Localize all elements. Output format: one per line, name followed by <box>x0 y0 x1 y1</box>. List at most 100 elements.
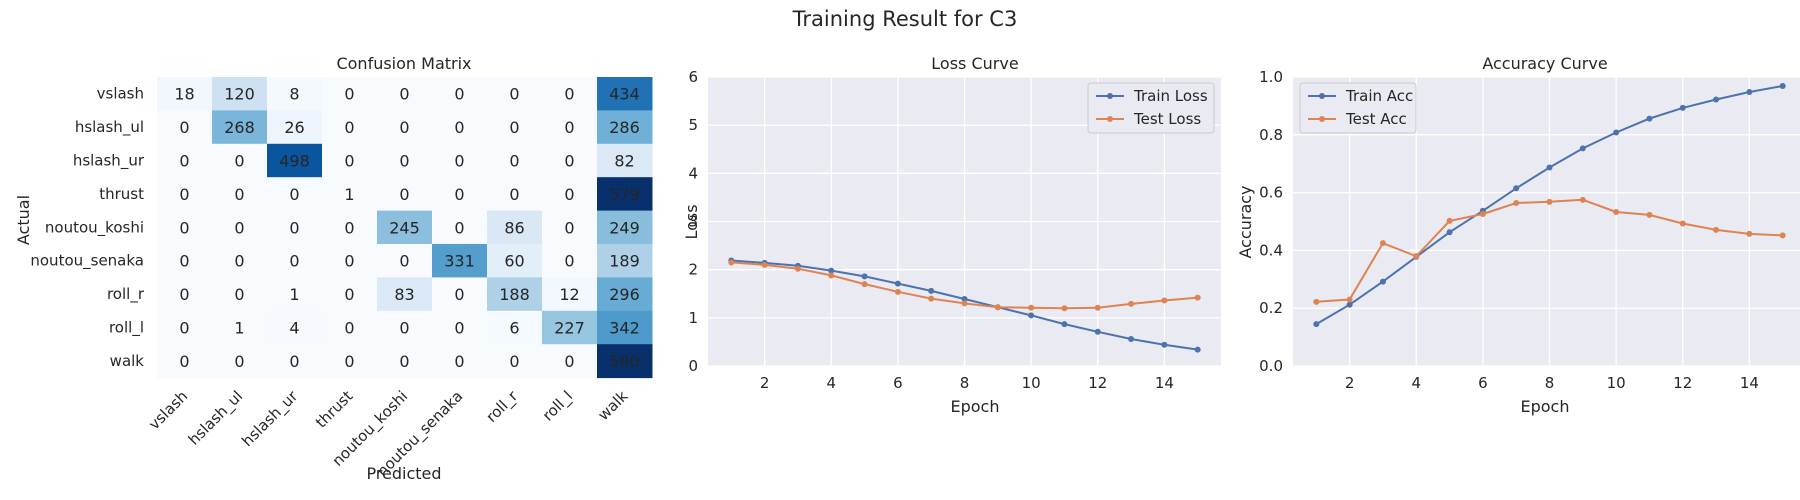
heatmap-cell-value: 0 <box>344 85 354 104</box>
heatmap-cell-value: 0 <box>564 185 574 204</box>
accuracy-legend-test-label: Test Acc <box>1345 110 1407 128</box>
heatmap-cell <box>432 110 488 145</box>
heatmap-cell-value: 579 <box>609 185 640 204</box>
loss-x-tick-label: 12 <box>1088 374 1107 392</box>
heatmap-x-tick-label: hslash_ul <box>185 387 247 449</box>
loss-point-test <box>761 261 768 268</box>
heatmap-x-tick-label: roll_r <box>482 387 522 427</box>
accuracy-y-tick-label: 1.0 <box>1259 68 1283 86</box>
heatmap-cell-value: 0 <box>399 319 409 338</box>
heatmap-cell-value: 188 <box>499 285 530 304</box>
heatmap-cell-value: 0 <box>399 152 409 171</box>
heatmap-cell-value: 331 <box>444 252 475 271</box>
heatmap-cell <box>377 210 433 245</box>
heatmap-cell-value: 0 <box>234 252 244 271</box>
loss-point-train <box>1161 341 1168 348</box>
heatmap-cell <box>212 77 268 111</box>
heatmap-cell-value: 0 <box>289 352 299 371</box>
heatmap-cell-value: 0 <box>509 352 519 371</box>
heatmap-cell <box>377 310 433 345</box>
heatmap-cell <box>432 244 488 278</box>
heatmap-cell-value: 1 <box>234 319 244 338</box>
loss-point-test <box>1061 305 1068 312</box>
accuracy-point-train <box>1713 96 1720 103</box>
heatmap-cell-value: 268 <box>224 118 255 137</box>
accuracy-point-train <box>1513 185 1520 192</box>
heatmap-cell <box>212 244 268 278</box>
heatmap-cell <box>597 210 653 245</box>
accuracy-point-test <box>1713 226 1720 233</box>
heatmap-x-axis-label: Predicted <box>366 464 441 483</box>
heatmap-cell-value: 249 <box>609 218 640 237</box>
heatmap-title: Confusion Matrix <box>336 54 471 73</box>
heatmap-cell-value: 498 <box>279 152 310 171</box>
heatmap-cell <box>377 344 433 379</box>
heatmap-cell-value: 86 <box>504 218 524 237</box>
heatmap-cell-value: 0 <box>179 252 189 271</box>
accuracy-y-tick-label: 0.2 <box>1259 299 1283 317</box>
accuracy-curve-panel: 2 4 6 8 10 12 14 0.0 0.2 0.4 0.6 0.8 1.0 Accuracy Cu… <box>1236 54 1800 416</box>
accuracy-point-train <box>1746 89 1753 96</box>
accuracy-point-test <box>1446 217 1453 224</box>
loss-point-test <box>861 281 868 288</box>
loss-point-train <box>1028 312 1035 319</box>
loss-point-test <box>994 304 1001 311</box>
heatmap-cell <box>322 277 378 312</box>
heatmap-cell-value: 0 <box>344 285 354 304</box>
heatmap-cell <box>487 77 543 111</box>
heatmap-cell <box>157 277 213 312</box>
heatmap-cell <box>322 210 378 245</box>
loss-legend-train-label: Train Loss <box>1133 87 1208 105</box>
heatmap-cell-value: 4 <box>289 319 299 338</box>
loss-point-test <box>928 295 935 302</box>
heatmap-cell <box>212 210 268 245</box>
accuracy-y-tick-label: 0.4 <box>1259 241 1283 259</box>
accuracy-point-test <box>1679 220 1686 227</box>
heatmap-cell-value: 0 <box>454 352 464 371</box>
loss-y-tick-label: 2 <box>688 261 698 279</box>
loss-point-train <box>1128 336 1135 343</box>
heatmap-cell-value: 120 <box>224 85 255 104</box>
accuracy-x-tick-label: 12 <box>1673 374 1692 392</box>
heatmap-cell-value: 0 <box>509 185 519 204</box>
heatmap-cell <box>597 344 653 379</box>
heatmap-cell-value: 0 <box>179 352 189 371</box>
heatmap-cell <box>487 177 543 212</box>
heatmap-cell-value: 286 <box>609 118 640 137</box>
heatmap-x-tick-label: thrust <box>312 387 356 431</box>
heatmap-cell <box>432 77 488 111</box>
heatmap-cell <box>377 177 433 212</box>
heatmap-cell <box>267 310 323 345</box>
accuracy-point-test <box>1613 208 1620 215</box>
heatmap-cell <box>322 177 378 212</box>
heatmap-cell <box>542 210 598 245</box>
heatmap-cell <box>432 143 488 178</box>
loss-point-train <box>928 287 935 294</box>
accuracy-x-axis-label: Epoch <box>1521 397 1570 416</box>
accuracy-point-train <box>1779 82 1786 89</box>
heatmap-cell <box>597 277 653 312</box>
loss-point-test <box>1094 304 1101 311</box>
accuracy-point-test <box>1413 253 1420 260</box>
heatmap-cell <box>432 177 488 212</box>
loss-x-axis-label: Epoch <box>951 397 1000 416</box>
accuracy-y-tick-label: 0.8 <box>1259 126 1283 144</box>
loss-point-test <box>961 300 968 307</box>
loss-point-test <box>894 288 901 295</box>
heatmap-cell-value: 60 <box>504 252 524 271</box>
loss-x-tick-label: 4 <box>826 374 836 392</box>
heatmap-cell-value: 0 <box>179 185 189 204</box>
heatmap-cell-value: 12 <box>559 285 579 304</box>
heatmap-cell <box>487 210 543 245</box>
heatmap-cell-value: 0 <box>289 218 299 237</box>
heatmap-cell-value: 83 <box>394 285 414 304</box>
heatmap-y-tick-label: roll_r <box>107 285 145 304</box>
heatmap-cell <box>212 177 268 212</box>
heatmap-cell <box>157 310 213 345</box>
heatmap-cell-value: 342 <box>609 319 640 338</box>
heatmap-cell-value: 0 <box>564 352 574 371</box>
accuracy-x-tick-label: 6 <box>1478 374 1488 392</box>
heatmap-cell <box>487 110 543 145</box>
